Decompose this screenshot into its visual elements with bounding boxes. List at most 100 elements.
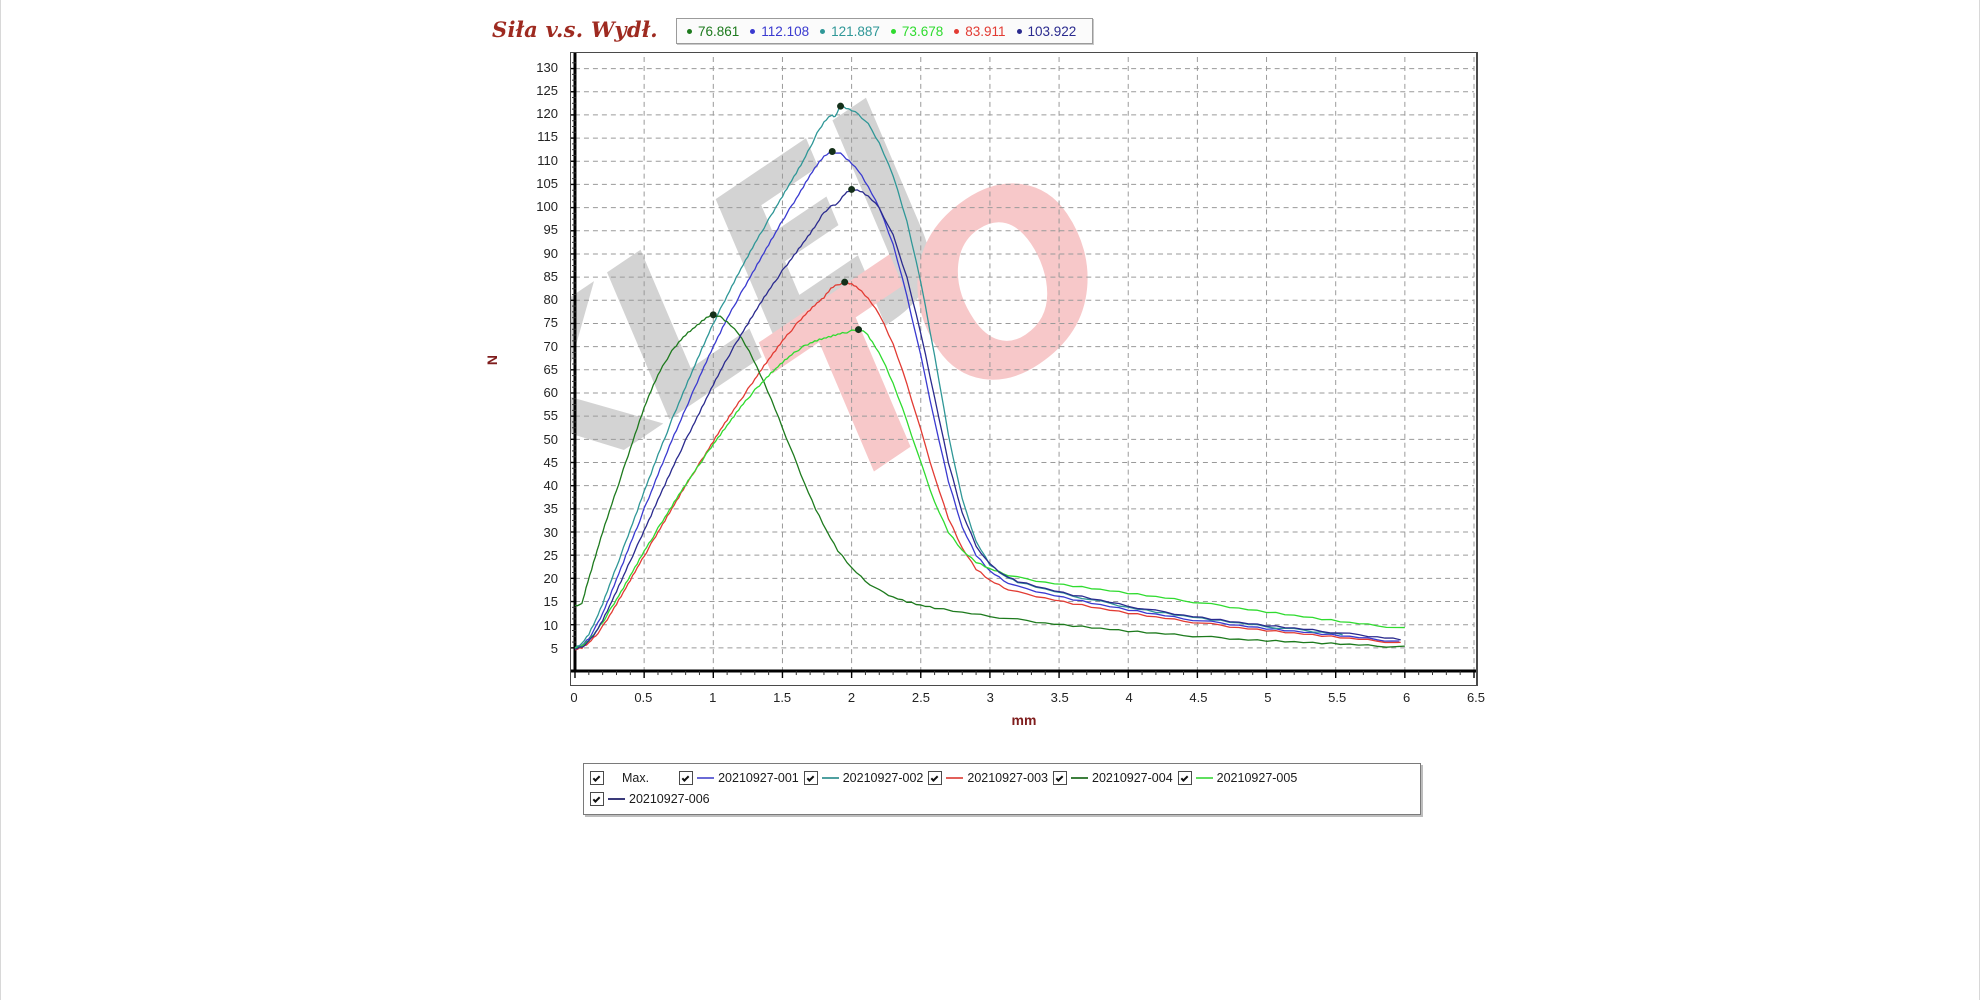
x-tick-3.5: 3.5 <box>1050 690 1069 705</box>
series-line-20210927-004 <box>574 314 1405 648</box>
legend-checkbox-max[interactable] <box>590 770 604 785</box>
series-lines <box>574 105 1405 651</box>
y-tick-115: 115 <box>537 129 558 145</box>
series-line-20210927-002 <box>574 105 1343 649</box>
y-tick-15: 15 <box>543 594 558 610</box>
max-value-item-4: 83.911 <box>954 23 1006 39</box>
y-tick-55: 55 <box>543 408 558 424</box>
chart-title: Siła v.s. Wydł. <box>492 17 658 42</box>
max-value-dot-2 <box>820 28 826 34</box>
legend-swatch-20210927-003 <box>946 776 964 779</box>
max-value-label-3: 73.678 <box>901 23 944 39</box>
y-tick-110: 110 <box>537 152 558 168</box>
max-value-label-4: 83.911 <box>965 23 1006 39</box>
max-value-dot-4 <box>954 28 960 34</box>
y-tick-25: 25 <box>543 547 558 563</box>
x-axis-title: mm <box>1011 712 1037 728</box>
legend-swatch-20210927-005 <box>1195 776 1213 779</box>
legend-item-20210927-004[interactable]: 20210927-004 <box>1053 768 1173 787</box>
series-legend: Max. 20210927-001 20210927-002 20210927-… <box>583 763 1421 815</box>
max-marker-20210927-004 <box>709 311 717 319</box>
legend-checkbox-20210927-006[interactable] <box>590 791 604 806</box>
legend-label-20210927-006: 20210927-006 <box>629 791 710 806</box>
legend-checkbox-20210927-005[interactable] <box>1177 770 1192 785</box>
max-marker-20210927-005 <box>855 326 863 334</box>
x-tick-2.5: 2.5 <box>911 690 930 705</box>
plot-svg <box>571 53 1476 679</box>
page-edge-left <box>0 0 1 1000</box>
y-tick-85: 85 <box>543 268 558 284</box>
max-value-dot-5 <box>1016 28 1022 34</box>
y-tick-5: 5 <box>550 640 558 656</box>
series-line-20210927-006 <box>574 188 1401 650</box>
y-tick-130: 130 <box>536 59 558 75</box>
max-value-label-5: 103.922 <box>1027 23 1077 39</box>
max-value-item-0: 76.861 <box>687 24 739 39</box>
x-axis-tick-labels: 0 0.5 1 1.5 2 2.5 3 3.5 4 4.5 5 5.5 6 6.5 <box>570 690 1485 711</box>
max-value-dot-1 <box>750 28 756 34</box>
max-value-label-0: 76.861 <box>698 23 740 39</box>
legend-item-20210927-002[interactable]: 20210927-002 <box>803 768 923 787</box>
legend-label-20210927-001: 20210927-001 <box>718 770 799 785</box>
y-tick-90: 90 <box>543 245 558 261</box>
x-tick-6: 6 <box>1402 690 1411 705</box>
legend-label-20210927-005: 20210927-005 <box>1216 770 1298 785</box>
x-tick-5.5: 5.5 <box>1328 690 1347 705</box>
x-tick-0: 0 <box>570 690 578 705</box>
legend-swatch-20210927-002 <box>821 776 839 779</box>
max-value-label-2: 121.887 <box>831 23 880 39</box>
legend-item-max[interactable]: Max. <box>590 768 649 787</box>
series-line-20210927-005 <box>574 328 1405 650</box>
y-tick-105: 105 <box>536 175 558 191</box>
x-tick-4.5: 4.5 <box>1189 690 1208 705</box>
legend-label-20210927-003: 20210927-003 <box>967 770 1049 785</box>
max-value-item-2: 121.887 <box>820 24 880 39</box>
x-tick-6.5: 6.5 <box>1466 690 1486 705</box>
legend-item-20210927-005[interactable]: 20210927-005 <box>1177 768 1298 787</box>
y-tick-95: 95 <box>543 222 558 238</box>
x-tick-3: 3 <box>986 690 994 705</box>
x-tick-1.5: 1.5 <box>773 690 792 705</box>
x-tick-2: 2 <box>847 690 856 705</box>
y-tick-125: 125 <box>536 82 558 98</box>
legend-swatch-20210927-001 <box>697 776 715 779</box>
legend-checkbox-20210927-004[interactable] <box>1053 770 1068 785</box>
y-tick-30: 30 <box>543 524 558 540</box>
y-tick-40: 40 <box>543 478 558 494</box>
max-value-dot-0 <box>687 28 692 34</box>
y-tick-80: 80 <box>543 292 558 308</box>
y-tick-100: 100 <box>536 199 558 215</box>
max-marker-20210927-001 <box>828 148 836 155</box>
y-axis-tick-labels: 5 10 15 20 25 30 35 40 45 50 55 60 65 70 75 80 85 90 95 100… <box>520 52 564 686</box>
legend-item-20210927-003[interactable]: 20210927-003 <box>928 768 1048 787</box>
y-axis-title: N <box>484 354 501 366</box>
legend-checkbox-20210927-001[interactable] <box>679 770 694 785</box>
y-tick-20: 20 <box>543 571 558 587</box>
max-marker-20210927-006 <box>848 185 856 193</box>
y-tick-70: 70 <box>543 338 558 354</box>
plot-area: KLEJ TO <box>570 52 1478 686</box>
y-tick-45: 45 <box>543 454 558 470</box>
x-tick-1: 1 <box>709 690 717 705</box>
max-marker-20210927-002 <box>837 102 845 110</box>
grid-lines <box>574 56 1475 672</box>
x-tick-0.5: 0.5 <box>634 690 653 705</box>
y-tick-60: 60 <box>543 385 558 401</box>
legend-label-20210927-004: 20210927-004 <box>1092 770 1173 785</box>
y-tick-120: 120 <box>536 106 558 122</box>
max-value-item-5: 103.922 <box>1016 23 1077 39</box>
y-tick-10: 10 <box>543 617 558 633</box>
y-tick-75: 75 <box>543 315 558 331</box>
series-line-20210927-003 <box>574 280 1401 651</box>
legend-item-20210927-006[interactable]: 20210927-006 <box>590 789 1409 808</box>
y-tick-35: 35 <box>543 501 558 517</box>
max-value-item-1: 112.108 <box>750 24 809 39</box>
legend-swatch-20210927-004 <box>1071 776 1089 779</box>
legend-checkbox-20210927-002[interactable] <box>803 770 818 785</box>
legend-checkbox-20210927-003[interactable] <box>928 770 943 785</box>
max-value-dot-3 <box>890 28 896 34</box>
y-tick-65: 65 <box>543 361 558 377</box>
max-value-item-3: 73.678 <box>890 23 944 39</box>
legend-item-20210927-001[interactable]: 20210927-001 <box>679 768 799 787</box>
